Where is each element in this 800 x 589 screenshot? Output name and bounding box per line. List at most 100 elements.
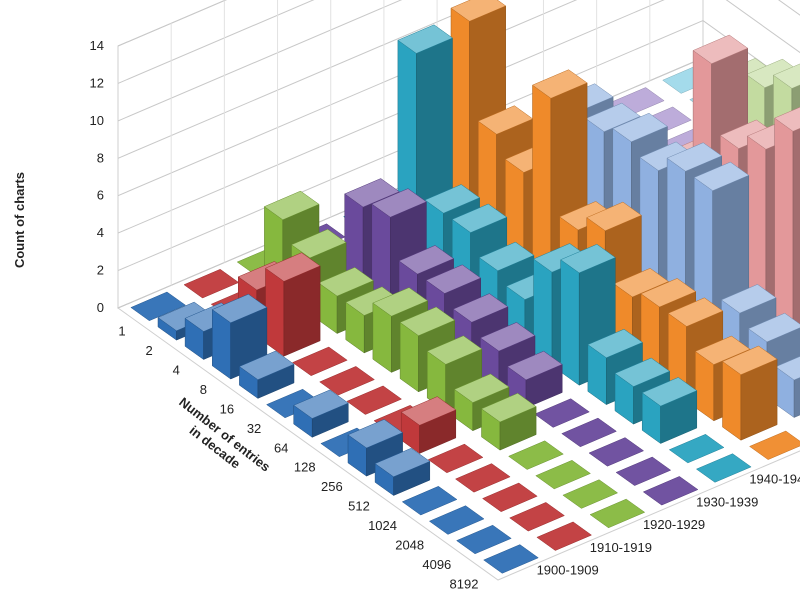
z-tick-label: 12 xyxy=(90,75,104,90)
y-tick-label: 1940-1949 xyxy=(749,472,800,487)
bar-top xyxy=(745,58,800,88)
chart-bars xyxy=(130,0,800,574)
bar-top xyxy=(480,393,537,423)
bar-top xyxy=(667,297,724,327)
bar-top xyxy=(426,335,483,365)
bar-flat xyxy=(749,430,800,460)
bar-top xyxy=(399,306,456,336)
bar-top xyxy=(721,345,778,375)
bar-front xyxy=(265,267,285,357)
x-tick-label: 4096 xyxy=(422,557,451,572)
bar-top xyxy=(318,267,374,297)
bar-1910-1919-8192 xyxy=(536,521,593,551)
bar-top xyxy=(479,322,536,352)
bar-top xyxy=(263,190,320,221)
bar-1910-1919-32 xyxy=(319,366,375,396)
bar-front xyxy=(722,361,742,441)
bar-1950-1959-4096 xyxy=(721,345,778,441)
bar-flat xyxy=(534,398,590,428)
bar-1970-1979-1024 xyxy=(774,106,800,357)
bar-1910-1919-64 xyxy=(346,385,403,415)
bar-top xyxy=(772,63,800,89)
z-tick-label: 6 xyxy=(97,188,104,203)
x-tick-label: 128 xyxy=(294,460,316,475)
bar-flat xyxy=(482,482,538,512)
bar-flat xyxy=(589,498,646,529)
gridline xyxy=(117,0,800,197)
bar-flat xyxy=(454,463,511,493)
bar-1920-1929-1024 xyxy=(508,440,564,470)
x-tick-label: 1024 xyxy=(368,518,397,533)
bar-1940-1949-8192 xyxy=(695,453,752,483)
bar-flat xyxy=(319,366,375,396)
bar-top xyxy=(424,184,481,214)
x-tick-label: 64 xyxy=(274,440,288,455)
bar-top xyxy=(747,312,800,343)
bar-top xyxy=(774,106,800,132)
bar-top xyxy=(585,102,641,132)
bar-top xyxy=(693,161,750,191)
bar-flat xyxy=(588,437,645,467)
bar-top xyxy=(641,377,698,407)
bar-top xyxy=(531,69,588,99)
bar-top xyxy=(264,252,321,282)
bar-top xyxy=(587,328,644,359)
bar-1930-1939-4096 xyxy=(615,456,672,486)
bar-flat xyxy=(456,524,512,555)
z-tick-label: 0 xyxy=(97,300,104,315)
bar-1910-1919-8 xyxy=(264,252,321,357)
bar-top xyxy=(720,284,777,314)
bar-top xyxy=(290,229,347,259)
bar-flat xyxy=(401,486,458,516)
bar-side xyxy=(792,128,800,357)
bar-1900-1909-64 xyxy=(293,389,349,438)
bar-flat xyxy=(483,544,539,574)
bar-flat xyxy=(292,346,348,376)
bar-top xyxy=(613,268,670,298)
bar-top xyxy=(506,350,563,381)
z-tick-label: 2 xyxy=(97,263,104,278)
bar-top xyxy=(612,112,668,143)
bar-top xyxy=(238,350,295,380)
x-tick-label: 256 xyxy=(321,479,343,494)
bar-1900-1909-512 xyxy=(374,447,431,496)
bar-top xyxy=(425,264,482,294)
x-tick-label: 2048 xyxy=(395,537,424,552)
bar-flat xyxy=(346,385,403,415)
bar-flat xyxy=(615,456,672,486)
gridline xyxy=(117,0,403,122)
chart-labels: 0246810121412481632641282565121024204840… xyxy=(12,38,800,589)
bar-flat xyxy=(536,521,593,551)
bar-top xyxy=(397,24,454,54)
bar-top xyxy=(398,245,455,275)
bar-1910-1919-4096 xyxy=(509,502,565,532)
x-tick-label: 2 xyxy=(145,343,152,358)
bar-1900-1909-256 xyxy=(347,419,404,477)
bar-flat xyxy=(428,505,485,535)
bar-1920-1929-4096 xyxy=(562,479,619,509)
bar-top xyxy=(347,419,404,449)
gridline xyxy=(117,0,800,234)
z-tick-label: 10 xyxy=(90,113,104,128)
z-tick-label: 14 xyxy=(90,38,104,53)
x-tick-label: 8192 xyxy=(450,576,479,589)
bar-flat xyxy=(561,417,617,448)
bar-1950-1959-8192 xyxy=(749,430,800,460)
bar-top xyxy=(211,293,268,324)
bar-1900-1909-4096 xyxy=(456,524,512,555)
bar-flat xyxy=(509,502,565,532)
bar-top xyxy=(372,287,429,317)
x-tick-label: 4 xyxy=(173,363,180,378)
bar-1900-1909-8192 xyxy=(483,544,539,574)
bar-1900-1909-2048 xyxy=(428,505,485,535)
bar-1930-1939-8192 xyxy=(642,476,699,506)
bar-top xyxy=(694,335,751,365)
bar-flat xyxy=(562,479,619,509)
bar-top xyxy=(453,373,510,403)
x-tick-label: 32 xyxy=(247,421,261,436)
bar-flat xyxy=(642,476,699,506)
bar-top xyxy=(374,447,431,478)
bar-1900-1909-16 xyxy=(238,350,295,399)
